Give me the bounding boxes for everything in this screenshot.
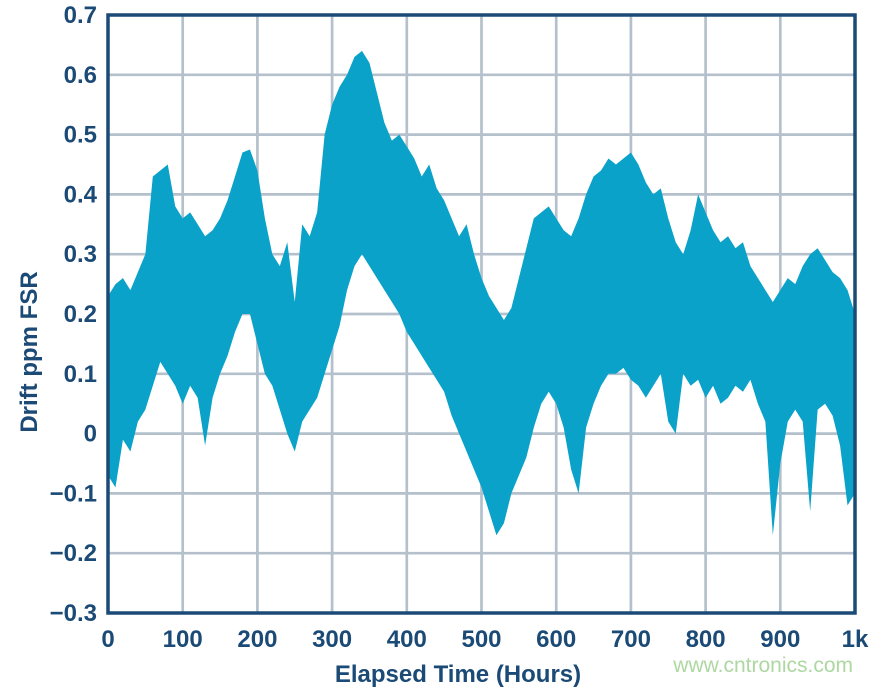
x-tick-label: 400 [387,626,427,653]
x-tick-label: 100 [163,626,203,653]
y-tick-label: 0.3 [64,241,97,268]
x-tick-label: 300 [312,626,352,653]
x-axis-title: Elapsed Time (Hours) [334,661,582,688]
x-tick-label: 600 [536,626,576,653]
x-tick-label: 700 [611,626,651,653]
x-tick-label: 1k [842,626,869,653]
y-tick-label: 0 [84,421,97,448]
y-tick-label: 0.1 [64,361,97,388]
x-tick-label: 500 [461,626,501,653]
y-axis-title: Drift ppm FSR [16,271,43,433]
x-tick-label: 200 [237,626,277,653]
watermark-link[interactable]: www.cntronics.com [673,654,853,677]
y-tick-label: 0.2 [64,301,97,328]
x-tick-label: 800 [686,626,726,653]
x-tick-label: 0 [101,626,114,653]
y-tick-label: −0.1 [50,480,97,507]
y-tick-label: −0.3 [50,600,97,627]
y-tick-label: 0.5 [64,122,97,149]
y-tick-label: 0.6 [64,62,97,89]
drift-trace [108,50,855,536]
y-tick-label: 0.4 [64,181,98,208]
plot-border [106,13,857,615]
x-tick-label: 900 [760,626,800,653]
y-tick-label: −0.2 [50,540,97,567]
y-tick-label: 0.7 [64,2,97,29]
